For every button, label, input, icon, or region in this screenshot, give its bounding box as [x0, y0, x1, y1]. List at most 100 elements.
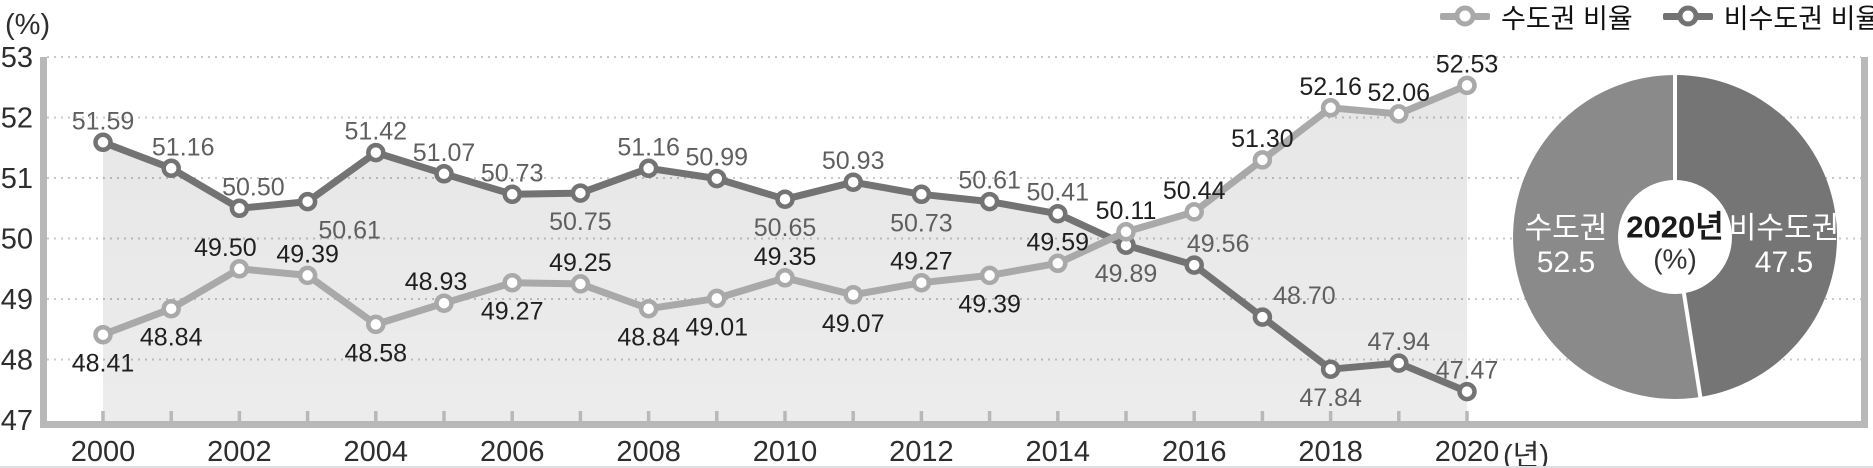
- donut-hole: [1618, 180, 1732, 294]
- right-border-bar: [1861, 57, 1868, 428]
- data-point-marker: [1252, 150, 1273, 170]
- data-point-marker: [570, 183, 591, 203]
- value-label: 50.73: [481, 159, 544, 187]
- data-point-marker: [1184, 255, 1204, 275]
- x-axis-bar: [40, 421, 1868, 428]
- x-tick-label: 2020: [1435, 436, 1500, 468]
- value-label: 48.84: [140, 324, 203, 352]
- donut-segment-label-bisudogwon: 비수도권 47.5: [1729, 212, 1839, 280]
- value-label: 49.89: [1095, 260, 1158, 288]
- y-tick-label: 53: [1, 42, 33, 74]
- data-point-marker: [843, 285, 863, 305]
- y-axis-unit-label: (%): [5, 9, 51, 41]
- value-label: 49.27: [890, 248, 953, 276]
- donut-segment-value: 47.5: [1754, 246, 1814, 279]
- data-point-marker: [1184, 202, 1204, 222]
- value-label: 50.61: [958, 167, 1021, 195]
- value-label: 52.06: [1368, 79, 1431, 107]
- data-point-marker: [1457, 381, 1477, 402]
- value-label: 50.65: [754, 214, 817, 242]
- value-label: 52.53: [1436, 50, 1499, 78]
- value-label: 49.50: [194, 234, 257, 262]
- value-label: 51.59: [72, 107, 135, 135]
- y-tick-label: 51: [1, 163, 33, 195]
- value-label: 52.16: [1299, 73, 1362, 101]
- data-point-marker: [502, 272, 522, 293]
- y-tick-label: 50: [1, 224, 33, 256]
- data-point-marker: [707, 288, 727, 309]
- legend-dot-icon: [1454, 5, 1476, 27]
- value-label: 49.56: [1187, 230, 1250, 258]
- line-marker-icon: [1662, 5, 1713, 27]
- donut-segment-label-sudogwon: 수도권 52.5: [1525, 212, 1608, 280]
- data-point-marker: [843, 172, 863, 192]
- legend-label-sudogwon: 수도권 비율: [1501, 3, 1633, 34]
- donut-segment-비수도권: [1675, 75, 1838, 398]
- data-point-marker: [229, 198, 250, 219]
- donut-chart: [1513, 74, 1838, 399]
- value-label: 48.70: [1273, 282, 1336, 310]
- value-label: 50.41: [1027, 179, 1090, 207]
- data-point-marker: [161, 158, 181, 179]
- donut-center-unit: (%): [1653, 243, 1697, 275]
- legend-item-sudogwon: 수도권 비율: [1440, 1, 1633, 34]
- value-label: 50.73: [890, 209, 953, 237]
- x-tick-label: 2008: [616, 436, 681, 468]
- value-label: 51.30: [1231, 125, 1294, 153]
- value-label: 48.41: [72, 350, 135, 378]
- value-label: 50.93: [822, 147, 885, 175]
- donut-center-year: 2020년: [1626, 209, 1724, 245]
- data-point-marker: [502, 184, 522, 205]
- x-tick-label: 2000: [71, 436, 136, 468]
- data-point-marker: [366, 314, 386, 335]
- value-label: 49.27: [481, 298, 544, 326]
- x-tick-label: 2002: [207, 436, 272, 468]
- donut-segment-수도권: [1513, 75, 1701, 399]
- donut-center-label: 2020년 (%): [1626, 209, 1724, 276]
- data-point-marker: [979, 265, 1000, 286]
- data-point-marker: [434, 293, 454, 313]
- value-label: 51.42: [345, 118, 408, 146]
- data-point-marker: [979, 191, 1000, 212]
- x-tick-label: 2016: [1162, 436, 1227, 468]
- data-point-marker: [1457, 75, 1477, 96]
- data-point-marker: [1389, 353, 1409, 373]
- value-label: 50.44: [1163, 177, 1226, 205]
- data-point-marker: [638, 298, 659, 319]
- data-point-marker: [161, 298, 181, 319]
- value-label: 48.58: [345, 339, 408, 367]
- x-tick-label: 2014: [1026, 436, 1091, 468]
- y-tick-label: 49: [1, 284, 33, 316]
- data-point-marker: [297, 265, 318, 286]
- value-label: 51.16: [152, 133, 215, 161]
- donut-divider: [1681, 289, 1703, 399]
- data-point-marker: [1048, 253, 1068, 274]
- data-point-marker: [297, 191, 318, 212]
- data-point-marker: [1048, 203, 1068, 224]
- value-label: 48.93: [405, 268, 468, 296]
- donut-segment-name: 수도권: [1524, 212, 1608, 246]
- data-point-marker: [775, 268, 795, 288]
- value-label: 50.50: [222, 173, 285, 201]
- data-point-marker: [434, 164, 454, 184]
- value-label: 48.84: [617, 324, 680, 352]
- value-label: 47.94: [1368, 328, 1431, 356]
- line-marker-icon: [1440, 5, 1490, 27]
- data-point-marker: [93, 132, 113, 153]
- y-tick-label: 52: [1, 103, 33, 135]
- y-tick-label: 47: [1, 405, 33, 437]
- legend-dot-icon: [1677, 5, 1699, 27]
- data-point-marker: [93, 324, 113, 345]
- x-tick-label: 2006: [480, 436, 545, 468]
- data-point-marker: [911, 184, 932, 205]
- value-label: 49.25: [549, 249, 612, 277]
- value-label: 50.11: [1096, 197, 1157, 225]
- x-tick-label: 2018: [1298, 436, 1363, 468]
- data-point-marker: [1116, 222, 1136, 242]
- y-tick-label: 48: [1, 345, 33, 377]
- value-label: 49.39: [958, 290, 1021, 318]
- data-point-marker: [1320, 359, 1341, 379]
- x-axis-unit-label: (년): [1503, 440, 1549, 468]
